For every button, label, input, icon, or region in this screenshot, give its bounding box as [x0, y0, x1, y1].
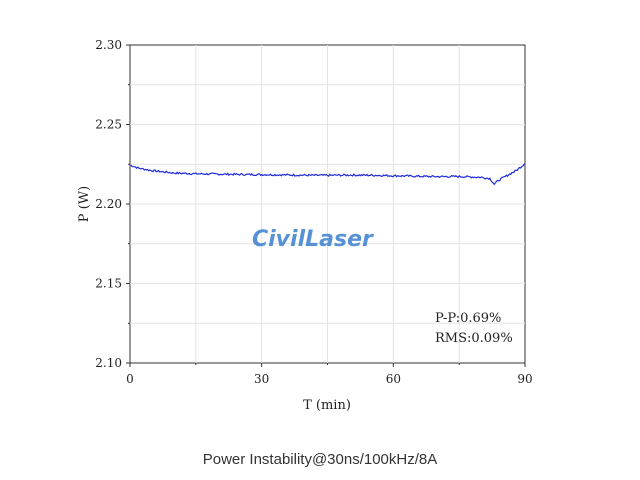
y-tick-labels: 2.10 2.15 2.20 2.25 2.30: [95, 38, 122, 370]
series-line: [129, 163, 526, 186]
ticks: [126, 44, 526, 367]
watermark-text: CivilLaser: [252, 227, 374, 252]
figure-caption: Power Instability@30ns/100kHz/8A: [202, 451, 438, 468]
series-group: [129, 163, 526, 186]
annotation-rms: RMS:0.09%: [435, 331, 513, 346]
x-tick-label: 60: [386, 372, 401, 386]
x-axis-title: T (min): [303, 398, 351, 413]
y-tick-label: 2.15: [95, 277, 122, 291]
grid: [130, 45, 525, 363]
y-tick-label: 2.20: [95, 197, 122, 211]
y-tick-label: 2.10: [95, 356, 122, 370]
x-tick-label: 90: [517, 372, 532, 386]
y-tick-label: 2.25: [95, 118, 122, 132]
y-axis-title: P (W): [77, 186, 92, 222]
x-tick-label: 0: [126, 372, 134, 386]
y-tick-label: 2.30: [95, 38, 122, 52]
watermark-logo: CivilLaser: [252, 227, 374, 252]
power-chart: 0 30 60 90 2.102.152.202.252.30 CivilLaser …: [77, 38, 533, 413]
annotation-pp: P-P:0.69%: [435, 311, 501, 326]
x-tick-labels: 0 30 60 90: [126, 372, 532, 386]
x-tick-label: 30: [254, 372, 269, 386]
